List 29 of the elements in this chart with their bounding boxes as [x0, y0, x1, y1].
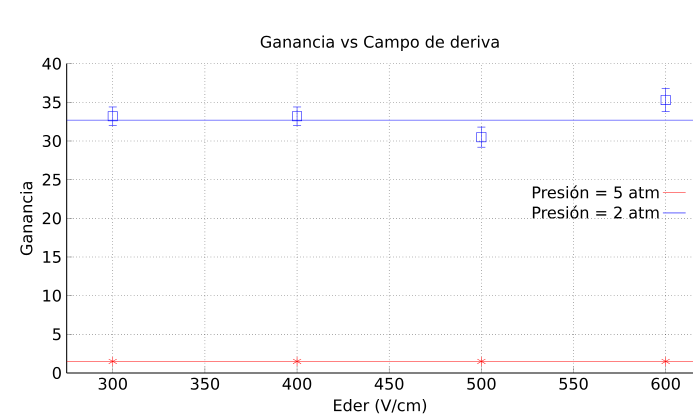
y-tick-label: 35 [42, 96, 61, 108]
x-tick-label: 400 [282, 378, 312, 390]
x-tick-label: 600 [652, 378, 680, 390]
x-tick-label: 450 [374, 378, 404, 390]
chart-title: Ganancia vs Campo de deriva [260, 35, 499, 51]
y-tick-label: 20 [42, 212, 61, 224]
point [477, 356, 486, 366]
legend-label: Presión = 2 atm [532, 206, 659, 219]
y-tick-label: 10 [43, 290, 61, 302]
y-tick-label: 0 [52, 366, 61, 380]
point [108, 111, 118, 122]
y-tick-label: 15 [43, 251, 61, 263]
point [292, 111, 302, 122]
y-tick-label: 5 [53, 328, 61, 340]
y-tick-label: 25 [42, 174, 61, 186]
point [292, 356, 302, 366]
point [660, 95, 671, 105]
point [108, 356, 118, 366]
point [476, 132, 486, 142]
x-tick-label: 350 [190, 378, 220, 390]
y-tick-label: 40 [42, 58, 61, 70]
x-tick-label: 500 [467, 378, 496, 390]
x-axis-title: Eder (V/cm) [334, 398, 426, 414]
y-axis-title: Ganancia [20, 182, 32, 256]
point [661, 356, 670, 366]
y-tick-label: 30 [42, 134, 61, 148]
x-tick-label: 550 [559, 378, 588, 390]
legend-label: Presión = 5 atm [532, 185, 659, 198]
x-tick-label: 300 [98, 378, 127, 390]
